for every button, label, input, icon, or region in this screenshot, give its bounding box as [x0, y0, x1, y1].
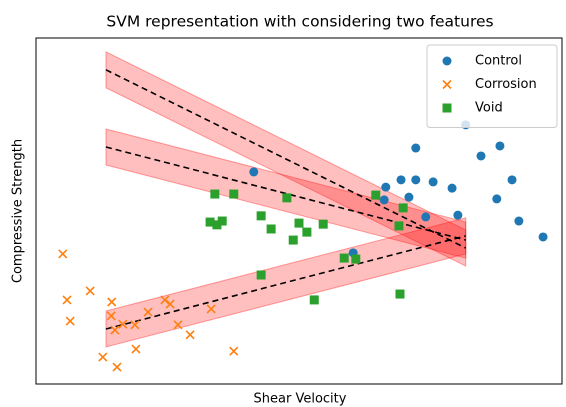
point — [395, 289, 405, 299]
point — [282, 193, 292, 203]
point — [256, 270, 266, 280]
legend-label: Corrosion — [475, 77, 537, 92]
legend-marker — [442, 103, 452, 113]
point — [476, 151, 486, 161]
point — [538, 232, 548, 242]
point — [294, 218, 304, 228]
point — [62, 295, 72, 305]
decision-line — [105, 235, 466, 330]
point — [398, 203, 408, 213]
point — [229, 189, 239, 199]
point — [65, 316, 75, 326]
point — [411, 175, 421, 185]
point — [339, 253, 349, 263]
point — [453, 210, 463, 220]
point — [58, 249, 68, 259]
point — [404, 192, 414, 202]
point — [110, 325, 120, 335]
point — [131, 344, 141, 354]
point — [428, 177, 438, 187]
point — [106, 311, 116, 321]
point — [107, 297, 117, 307]
legend-label: Void — [475, 101, 503, 116]
point — [130, 320, 140, 330]
point — [351, 254, 361, 264]
point — [492, 194, 502, 204]
point — [288, 235, 298, 245]
point — [318, 219, 328, 229]
point — [507, 175, 517, 185]
point — [85, 286, 95, 296]
point — [495, 141, 505, 151]
legend-box — [426, 44, 558, 128]
plot-frame — [35, 37, 563, 385]
chart-title: SVM representation with considering two … — [106, 13, 493, 31]
legend-marker — [442, 56, 452, 66]
point — [165, 299, 175, 309]
point — [266, 224, 276, 234]
point — [212, 220, 222, 230]
point — [421, 212, 431, 222]
point — [229, 346, 239, 356]
point — [173, 320, 183, 330]
legend-label: Control — [475, 54, 522, 69]
point — [371, 190, 381, 200]
point — [309, 295, 319, 305]
x-axis-label: Shear Velocity — [254, 392, 347, 407]
point — [379, 195, 389, 205]
point — [112, 362, 122, 372]
point — [396, 175, 406, 185]
point — [206, 304, 216, 314]
point — [205, 217, 215, 227]
point — [302, 227, 312, 237]
point — [394, 221, 404, 231]
decision-line — [105, 69, 467, 249]
point — [256, 211, 266, 221]
point — [143, 307, 153, 317]
point — [249, 167, 259, 177]
point — [381, 182, 391, 192]
point — [210, 189, 220, 199]
point — [98, 352, 108, 362]
point — [411, 143, 421, 153]
point — [447, 183, 457, 193]
point — [514, 216, 524, 226]
point — [185, 330, 195, 340]
y-axis-label: Compressive Strength — [11, 139, 26, 283]
point — [217, 216, 227, 226]
point — [118, 319, 128, 329]
legend-marker — [442, 79, 452, 90]
